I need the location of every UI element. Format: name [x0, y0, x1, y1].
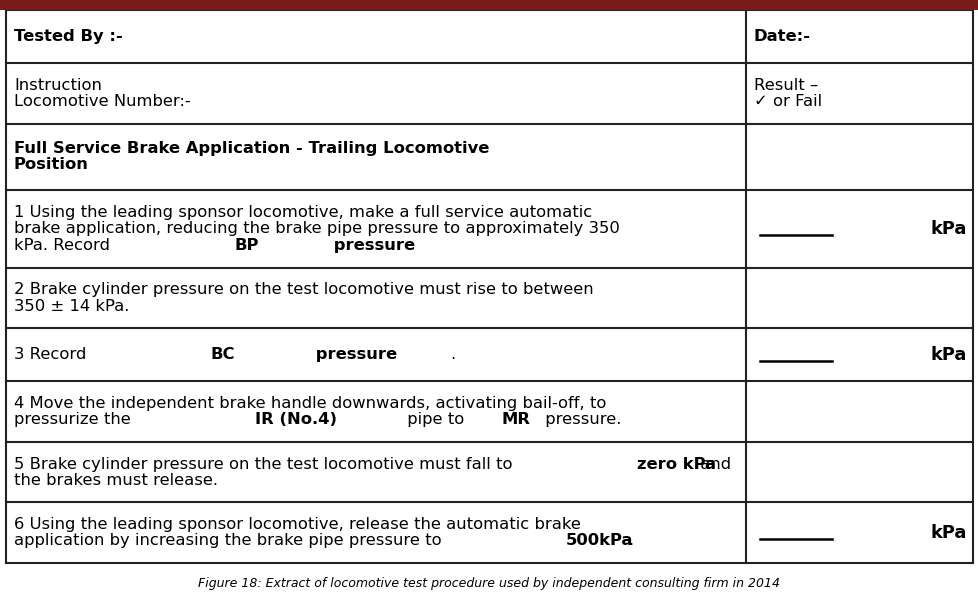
Text: pressure: pressure [329, 237, 416, 252]
Text: kPa. Record: kPa. Record [14, 237, 115, 252]
Text: kPa: kPa [930, 346, 966, 364]
Text: .: . [450, 347, 455, 362]
Text: kPa: kPa [930, 523, 966, 542]
Text: .: . [628, 533, 633, 548]
Text: Position: Position [14, 157, 89, 172]
Text: ✓ or Fail: ✓ or Fail [753, 94, 822, 109]
Text: Full Service Brake Application - Trailing Locomotive: Full Service Brake Application - Trailin… [14, 141, 489, 156]
Text: 4 Move the independent brake handle downwards, activating bail-off, to: 4 Move the independent brake handle down… [14, 396, 605, 411]
Text: Locomotive Number:-: Locomotive Number:- [14, 94, 191, 109]
Bar [0, 0, 978, 10]
Text: 3 Record: 3 Record [14, 347, 92, 362]
Text: BP: BP [235, 237, 258, 252]
Text: 500kPa: 500kPa [565, 533, 633, 548]
Text: Figure 18: Extract of locomotive test procedure used by independent consulting f: Figure 18: Extract of locomotive test pr… [199, 576, 779, 590]
Text: brake application, reducing the brake pipe pressure to approximately 350: brake application, reducing the brake pi… [14, 221, 619, 236]
Text: 6 Using the leading sponsor locomotive, release the automatic brake: 6 Using the leading sponsor locomotive, … [14, 517, 580, 532]
Text: pipe to: pipe to [402, 412, 469, 427]
Text: application by increasing the brake pipe pressure to: application by increasing the brake pipe… [14, 533, 446, 548]
Text: 5 Brake cylinder pressure on the test locomotive must fall to: 5 Brake cylinder pressure on the test lo… [14, 457, 517, 472]
Text: 2 Brake cylinder pressure on the test locomotive must rise to between: 2 Brake cylinder pressure on the test lo… [14, 282, 593, 297]
Text: 1 Using the leading sponsor locomotive, make a full service automatic: 1 Using the leading sponsor locomotive, … [14, 205, 592, 220]
Text: pressure: pressure [310, 347, 397, 362]
Text: Instruction: Instruction [14, 78, 102, 93]
Text: Date:-: Date:- [753, 29, 810, 44]
Text: pressurize the: pressurize the [14, 412, 136, 427]
Text: Tested By :-: Tested By :- [14, 29, 122, 44]
Text: kPa: kPa [930, 220, 966, 238]
Text: zero kPa: zero kPa [637, 457, 715, 472]
Text: 350 ± 14 kPa.: 350 ± 14 kPa. [14, 299, 129, 314]
Text: the brakes must release.: the brakes must release. [14, 473, 218, 488]
Text: Result –: Result – [753, 78, 817, 93]
Text: pressure.: pressure. [540, 412, 621, 427]
Text: BC: BC [210, 347, 235, 362]
Text: and: and [694, 457, 731, 472]
Text: IR (No.4): IR (No.4) [255, 412, 336, 427]
Text: MR: MR [501, 412, 530, 427]
